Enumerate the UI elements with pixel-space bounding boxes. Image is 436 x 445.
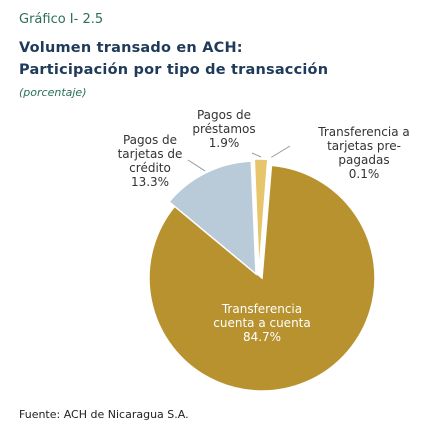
slice-label-line-1-2: crédito [129, 161, 171, 175]
slice-label-1: Pagos de tarjetas de crédito 13.3% [118, 133, 183, 189]
figure-label: Gráfico I- 2.5 [19, 12, 104, 27]
slice-label-line-2-1: préstamos [192, 122, 255, 136]
slice-value-2: 1.9% [209, 136, 240, 150]
slice-value-1: 13.3% [131, 175, 169, 189]
chart-title: Volumen transado en ACH: Participación p… [19, 37, 328, 81]
slice-label-line-0-0: Transferencia [221, 302, 302, 316]
slice-value-3: 0.1% [349, 167, 380, 181]
pie-slice-1 [168, 160, 257, 276]
slice-label-line-0-1: cuenta a cuenta [213, 316, 310, 330]
slice-label-line-1-0: Pagos de [123, 133, 177, 147]
leader-line-2 [251, 152, 262, 158]
slice-label-3: Transferencia a tarjetas pre-pagadas 0.1% [317, 125, 409, 181]
chart-subtitle: (porcentaje) [19, 86, 87, 99]
slice-label-0: Transferencia cuenta a cuenta 84.7% [213, 302, 310, 344]
pie-slice-2 [253, 158, 269, 273]
chart-title-line-1: Volumen transado en ACH: [19, 40, 243, 56]
source-note: Fuente: ACH de Nicaragua S.A. [19, 408, 189, 421]
slice-label-line-1-1: tarjetas de [118, 147, 183, 161]
leader-line-1 [187, 159, 206, 172]
chart-title-line-2: Participación por tipo de transacción [19, 62, 329, 78]
leader-line-3 [271, 145, 291, 158]
slice-label-line-2-0: Pagos de [197, 108, 251, 122]
slice-label-2: Pagos de préstamos 1.9% [192, 108, 255, 150]
slice-value-0: 84.7% [243, 330, 281, 344]
slice-label-line-3-2: pagadas [338, 153, 389, 167]
slice-label-line-3-1: tarjetas pre- [327, 139, 401, 153]
pie-slice-0 [148, 164, 376, 392]
slice-label-line-3-0: Transferencia a [317, 125, 409, 139]
pie-slice-3 [261, 158, 273, 273]
